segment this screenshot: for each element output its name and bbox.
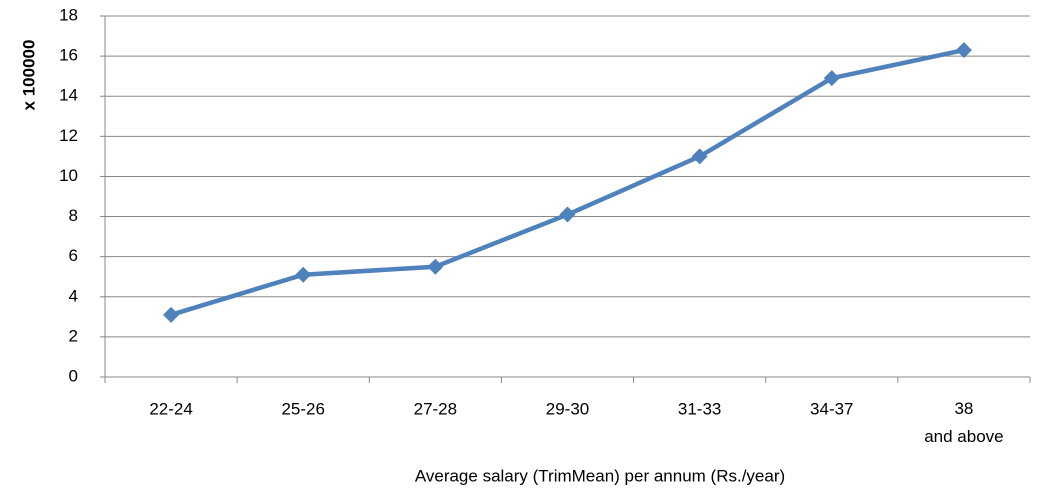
x-tick-label: 22-24 (149, 399, 192, 418)
x-tick-label: 29-30 (546, 399, 589, 418)
marker (427, 258, 444, 275)
y-tick-label: 2 (69, 326, 78, 345)
marker (559, 206, 576, 223)
y-tick-label: 0 (69, 366, 78, 385)
y-tick-label: 12 (59, 126, 78, 145)
x-tick-label: 34-37 (810, 399, 853, 418)
y-tick-label: 18 (59, 5, 78, 24)
y-tick-label: 16 (59, 46, 78, 65)
marker (955, 42, 972, 59)
x-tick-label: 31-33 (678, 399, 721, 418)
y-tick-label: 14 (59, 86, 78, 105)
x-tick-label: 25-26 (281, 399, 324, 418)
marker (823, 70, 840, 87)
marker (691, 148, 708, 165)
line (170, 47, 965, 317)
y-tick-label: 4 (69, 286, 78, 305)
y-tick-label: 8 (69, 206, 78, 225)
x-tick-label: 38 and above (924, 399, 1003, 446)
y-tick-label: 6 (69, 246, 78, 265)
marker (295, 266, 312, 283)
y-tick-label: 10 (59, 166, 78, 185)
marker (163, 306, 180, 323)
x-axis-title: Average salary (TrimMean) per annum (Rs.… (415, 466, 785, 485)
y-axis-title: x 100000 (19, 40, 38, 111)
x-tick-label: 27-28 (414, 399, 457, 418)
